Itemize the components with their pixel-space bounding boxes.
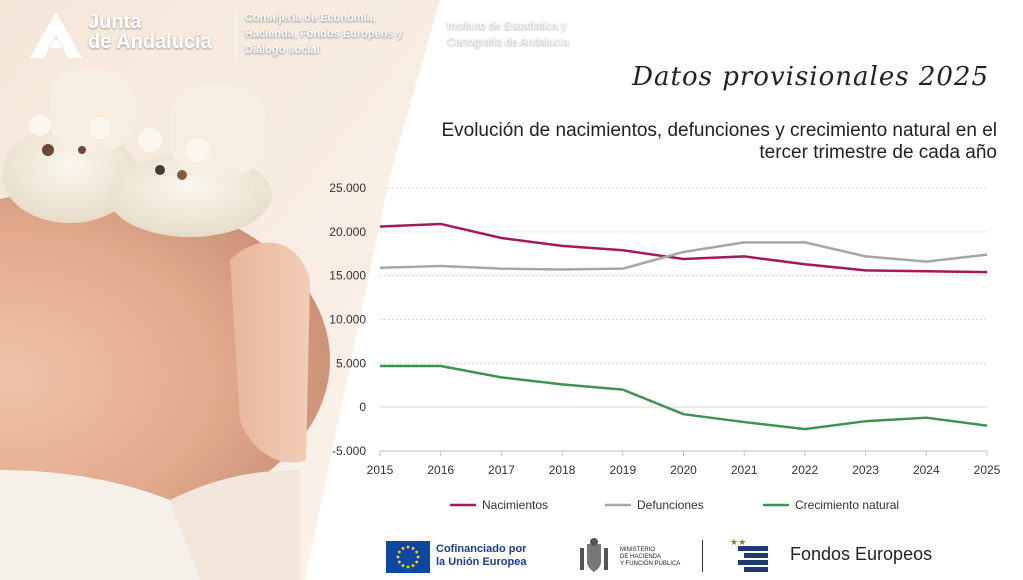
ministry-line: Y FUNCIÓN PÚBLICA [620,561,681,567]
header: Junta de Andalucía Consejería de Economí… [0,0,600,70]
eu-star [397,550,401,554]
eu-star [411,546,415,550]
legend-label: Crecimiento natural [795,498,899,512]
x-tick-label: 2019 [609,463,636,477]
eu-star [415,560,419,564]
fondos-europeos-text: Fondos Europeos [790,544,933,564]
header-divider [438,12,439,60]
y-tick-label: 10.000 [329,313,366,327]
footer-logos: Cofinanciado por la Unión Europea MINIST… [380,530,1020,580]
line-chart: -5.000 0 5.000 10.000 15.000 20.000 25.000 2015… [329,181,1001,512]
eu-star [406,565,410,569]
eu-line1: Cofinanciado por [436,543,527,555]
series-line-nacimientos [379,222,988,274]
dept-line: Consejería de Economía, [245,12,376,24]
eu-cofinance-text: Cofinanciado por la Unión Europea [436,543,526,569]
brand-line2: de Andalucía [88,31,212,53]
svg-text:★★: ★★ [730,538,746,548]
legend-label: Defunciones [637,498,704,512]
footer-divider [702,540,703,572]
institute-line: Instituto de Estadística y [447,20,567,32]
x-tick-label: 2015 [367,463,394,477]
brand-line1: Junta [88,11,142,33]
institute-line: Cartografía de Andalucía [447,36,569,48]
eu-star [406,545,410,549]
x-tick-label: 2020 [670,463,697,477]
eu-star [416,555,420,559]
eu-star [397,560,401,564]
dept-line: Hacienda, Fondos Europeos y [245,28,403,40]
eu-star [411,564,415,568]
junta-andalucia-logo-icon [30,12,82,58]
ministry-name: MINISTERIO DE HACIENDA Y FUNCIÓN PÚBLICA [620,547,680,568]
y-tick-label: 25.000 [329,181,366,195]
y-tick-label: 20.000 [329,225,366,239]
y-tick-label: 5.000 [336,356,366,370]
brand-name: Junta de Andalucía [88,12,212,52]
ministry-line: MINISTERIO [620,547,656,553]
eu-star [401,564,405,568]
x-tick-label: 2021 [731,463,758,477]
y-tick-label: -5.000 [332,444,366,458]
eu-line2: la Unión Europea [436,556,527,568]
institute-name: Instituto de Estadística y Cartografía d… [447,18,569,50]
x-tick-label: 2016 [427,463,454,477]
legend-label: Nacimientos [482,498,548,512]
series-line-defunciones [379,241,988,271]
y-tick-label: 0 [359,400,366,414]
eu-flag-icon [386,541,430,573]
x-tick-label: 2018 [549,463,576,477]
x-tick-label: 2022 [792,463,819,477]
x-tick-label: 2024 [913,463,940,477]
datos-provisionales-label: Datos provisionales 2025 [632,62,989,92]
fondos-europeos-logo-icon: ★★ [730,538,768,572]
x-tick-label: 2023 [852,463,879,477]
eu-star [396,555,400,559]
chart-title: Evolución de nacimientos, defunciones y … [441,120,997,163]
ministry-line: DE HACIENDA [620,554,662,560]
department-name: Consejería de Economía, Hacienda, Fondos… [245,10,403,58]
eu-star [415,550,419,554]
header-divider [236,12,237,60]
dept-line: Diálogo social [245,44,320,56]
x-tick-label: 2025 [974,463,1001,477]
eu-stars-icon [396,545,420,569]
eu-star [401,546,405,550]
series-line-crecimiento-natural [380,364,988,431]
spain-crest-icon [580,538,608,572]
y-tick-label: 15.000 [329,269,366,283]
x-tick-label: 2017 [488,463,515,477]
